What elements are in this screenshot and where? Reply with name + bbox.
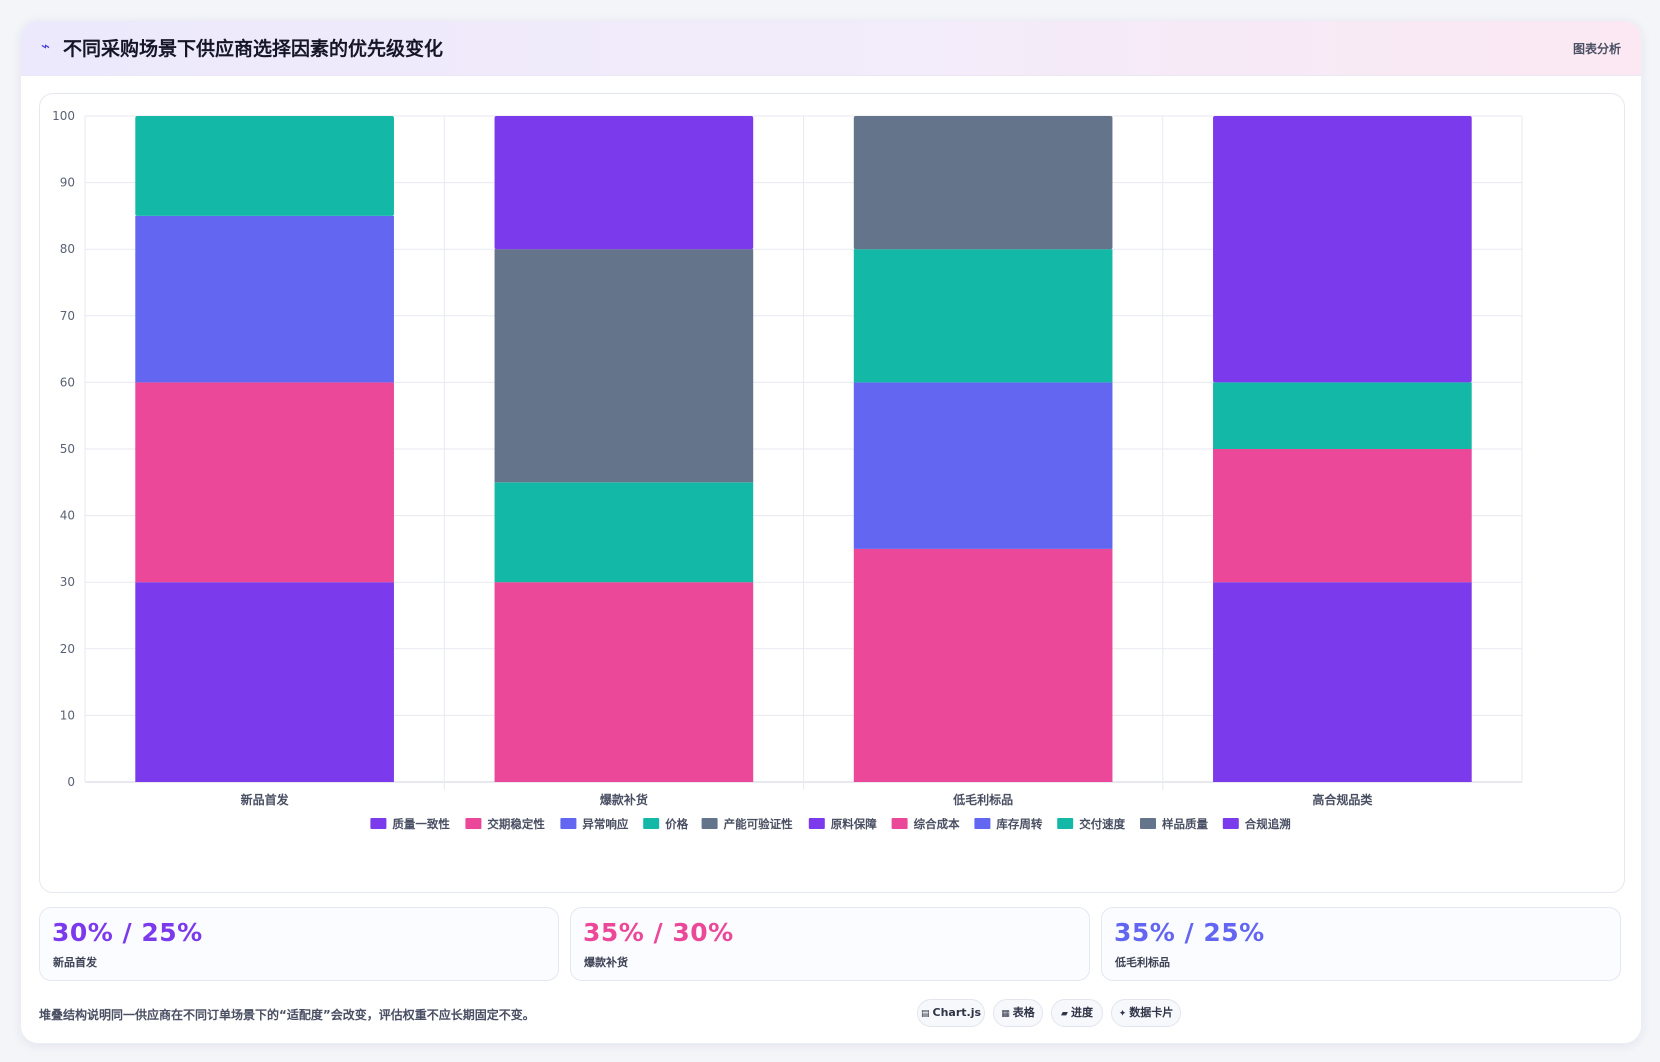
y-tick-label: 90 bbox=[60, 176, 75, 190]
legend-label: 产能可验证性 bbox=[724, 817, 793, 831]
chip-table[interactable]: ▦ 表格 bbox=[993, 999, 1043, 1027]
chart-icon: ▤ bbox=[920, 1009, 930, 1019]
stat-card-new-launch: 30% / 25% 新品首发 bbox=[39, 907, 559, 981]
legend-label: 库存周转 bbox=[996, 817, 1042, 831]
bar-segment bbox=[135, 382, 394, 583]
table-icon: ▦ bbox=[1001, 1009, 1010, 1019]
legend-swatch bbox=[465, 818, 482, 829]
legend-label: 质量一致性 bbox=[392, 817, 450, 831]
y-tick-label: 0 bbox=[67, 775, 75, 789]
legend-label: 交付速度 bbox=[1079, 817, 1125, 831]
bar-segment bbox=[853, 382, 1113, 549]
legend-label: 异常响应 bbox=[582, 817, 628, 831]
stat-value: 35% / 30% bbox=[583, 918, 734, 947]
bar-segment bbox=[1213, 449, 1472, 583]
legend-label: 合规追溯 bbox=[1245, 817, 1291, 831]
bar-segment bbox=[853, 548, 1113, 782]
chip-chartjs[interactable]: ▤ Chart.js bbox=[917, 999, 985, 1027]
legend-swatch bbox=[1140, 818, 1156, 829]
chip-data-card[interactable]: ✦ 数据卡片 bbox=[1111, 999, 1181, 1027]
y-tick-label: 30 bbox=[60, 575, 75, 589]
chip-label: Chart.js bbox=[932, 1006, 982, 1019]
card-header: ⌁ 不同采购场景下供应商选择因素的优先级变化 图表分析 bbox=[21, 21, 1641, 76]
x-tick-label: 高合规品类 bbox=[1312, 792, 1373, 807]
bar-segment bbox=[853, 249, 1113, 383]
bar-segment bbox=[494, 116, 754, 250]
legend-swatch bbox=[370, 818, 387, 829]
y-tick-label: 100 bbox=[52, 109, 75, 123]
legend-swatch bbox=[1057, 818, 1074, 829]
bar-segment bbox=[1213, 116, 1472, 383]
chart-analysis-tag[interactable]: 图表分析 bbox=[1572, 42, 1621, 56]
x-tick-label: 新品首发 bbox=[241, 792, 290, 807]
stat-value: 35% / 25% bbox=[1114, 918, 1265, 947]
legend-label: 综合成本 bbox=[914, 817, 960, 831]
progress-icon: ▰ bbox=[1061, 1009, 1068, 1019]
stat-card-low-margin: 35% / 25% 低毛利标品 bbox=[1101, 907, 1621, 981]
line-chart-icon: ⌁ bbox=[41, 37, 51, 55]
y-tick-label: 10 bbox=[60, 708, 75, 722]
legend-swatch bbox=[891, 818, 908, 829]
stat-value: 30% / 25% bbox=[52, 918, 203, 947]
bar-segment bbox=[1213, 582, 1472, 782]
legend-label: 交期稳定性 bbox=[487, 817, 545, 831]
stat-card-restock: 35% / 30% 爆款补货 bbox=[570, 907, 1090, 981]
stat-label: 新品首发 bbox=[53, 956, 97, 969]
legend-swatch bbox=[1222, 818, 1239, 829]
bar-segment bbox=[494, 582, 754, 782]
x-tick-label: 低毛利标品 bbox=[952, 792, 1013, 807]
sparkle-icon: ✦ bbox=[1118, 1009, 1127, 1019]
chip-progress[interactable]: ▰ 进度 bbox=[1051, 999, 1103, 1027]
chip-label: 数据卡片 bbox=[1129, 1006, 1174, 1019]
bar-segment bbox=[1213, 382, 1472, 449]
bar-segment bbox=[494, 482, 754, 583]
legend-label: 样品质量 bbox=[1162, 817, 1208, 831]
legend-swatch bbox=[701, 818, 718, 829]
legend-swatch bbox=[974, 818, 991, 829]
y-tick-label: 50 bbox=[60, 442, 75, 456]
bar-segment bbox=[135, 116, 394, 216]
legend-swatch bbox=[643, 818, 660, 829]
chart-panel: 0 10 20 30 40 50 60 70 80 90 100 新品首发 爆款补货 低毛利标品 高合规品类… bbox=[39, 93, 1625, 893]
chip-label: 进度 bbox=[1070, 1006, 1093, 1019]
legend-swatch bbox=[808, 818, 825, 829]
x-tick-label: 爆款补货 bbox=[600, 792, 648, 807]
stacked-bar-chart: 0 10 20 30 40 50 60 70 80 90 100 新品首发 爆款补货 低毛利标品 高合规品类… bbox=[52, 109, 1523, 831]
bar-segment bbox=[135, 582, 394, 782]
y-tick-label: 40 bbox=[60, 509, 75, 523]
stat-label: 爆款补货 bbox=[584, 956, 628, 969]
y-tick-label: 20 bbox=[60, 642, 75, 656]
chart-card: ⌁ 不同采购场景下供应商选择因素的优先级变化 图表分析 0 10 20 30 40 50 6… bbox=[20, 20, 1642, 1044]
bar-segment bbox=[494, 249, 754, 483]
y-tick-label: 80 bbox=[60, 242, 75, 256]
chip-label: 表格 bbox=[1012, 1006, 1035, 1019]
bar-segment bbox=[135, 215, 394, 383]
legend-swatch bbox=[560, 818, 577, 829]
page-title: 不同采购场景下供应商选择因素的优先级变化 bbox=[63, 38, 444, 60]
y-tick-label: 60 bbox=[60, 375, 75, 389]
y-tick-label: 70 bbox=[60, 309, 75, 323]
bar-segment bbox=[853, 116, 1113, 250]
footer-note: 堆叠结构说明同一供应商在不同订单场景下的“适配度”会改变，评估权重不应长期固定不… bbox=[39, 1008, 535, 1022]
legend-label: 价格 bbox=[665, 817, 688, 831]
legend-label: 原料保障 bbox=[831, 817, 877, 831]
stat-label: 低毛利标品 bbox=[1115, 956, 1170, 969]
